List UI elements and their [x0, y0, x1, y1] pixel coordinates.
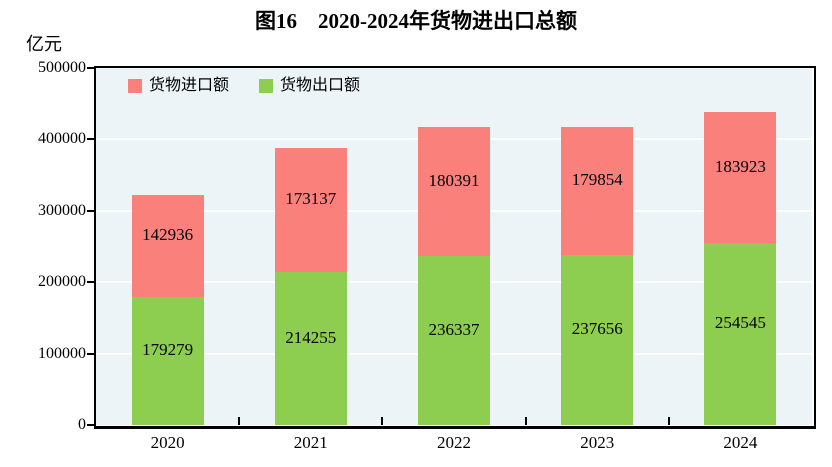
value-label-exports-2023: 237656	[571, 319, 623, 339]
y-axis-tick-label: 200000	[38, 273, 86, 291]
value-label-imports-2023: 179854	[571, 170, 623, 190]
value-label-imports-2021: 173137	[285, 189, 337, 209]
y-axis-tick-mark	[87, 67, 95, 69]
y-axis-tick-mark	[87, 352, 95, 355]
bar-segment-exports-2024	[704, 243, 777, 425]
value-label-exports-2022: 236337	[428, 319, 480, 339]
value-label-imports-2022: 180391	[428, 170, 480, 190]
stacked-bar-2020: 179279 142936	[131, 194, 204, 425]
y-axis-tick-label: 400000	[38, 130, 86, 148]
x-axis-tick-mark	[667, 417, 670, 425]
y-axis-tick-label: 500000	[38, 59, 86, 76]
stacked-bar-2022: 236337 180391	[418, 127, 490, 425]
y-axis-tick-mark	[87, 138, 95, 141]
x-axis-tick-label: 2020	[150, 433, 185, 452]
x-axis-tick-label: 2022	[437, 433, 471, 452]
bar-segment-imports-2021	[274, 148, 347, 273]
x-axis-tick-label: 2023	[580, 433, 615, 452]
legend: 货物进口额 货物出口额	[128, 78, 360, 94]
plot-area: 179279 142936 214255 173137 236337 180391 2376…	[96, 68, 812, 425]
x-axis-tick-label: 2024	[723, 433, 758, 452]
x-axis-tick-label: 2021	[293, 433, 328, 452]
bar-segment-imports-2022	[418, 127, 490, 257]
y-axis-tick-label: 0	[78, 416, 86, 433]
exports-swatch-icon	[259, 79, 274, 93]
x-axis-tick-mark	[381, 417, 384, 425]
stacked-bar-2023: 237656 179854	[561, 126, 634, 425]
bar-segment-imports-2024	[704, 111, 777, 244]
bar-segment-exports-2023	[561, 255, 634, 425]
chart-title: 图16 2020-2024年货物进出口总额	[255, 9, 577, 33]
legend-label-exports: 货物出口额	[280, 77, 361, 94]
y-axis-tick-mark	[87, 209, 95, 212]
value-label-exports-2020: 179279	[142, 340, 194, 359]
stacked-bar-2024: 254545 183923	[704, 111, 777, 425]
value-label-exports-2021: 214255	[285, 327, 337, 347]
stacked-bar-2021: 214255 173137	[274, 148, 347, 425]
value-label-imports-2020: 142936	[142, 224, 194, 244]
legend-item-exports: 货物出口额	[259, 78, 360, 94]
bar-segment-exports-2021	[274, 272, 347, 425]
y-axis-unit-label: 亿元	[26, 34, 62, 54]
imports-swatch-icon	[128, 79, 142, 93]
value-label-imports-2024: 183923	[714, 156, 766, 176]
y-axis-tick-label: 300000	[38, 201, 86, 219]
y-axis-tick-mark	[87, 424, 95, 426]
bar-segment-imports-2023	[561, 126, 634, 256]
legend-label-imports: 货物进口额	[149, 77, 230, 94]
y-axis-tick-label: 100000	[38, 344, 86, 362]
x-axis-tick-mark	[238, 417, 241, 425]
legend-item-imports: 货物进口额	[128, 78, 229, 94]
x-axis-tick-mark	[524, 417, 527, 425]
bar-segment-imports-2020	[131, 194, 204, 297]
bar-segment-exports-2020	[131, 297, 204, 425]
bar-segment-exports-2022	[418, 256, 490, 425]
y-axis-tick-mark	[87, 281, 95, 284]
value-label-exports-2024: 254545	[714, 313, 766, 333]
